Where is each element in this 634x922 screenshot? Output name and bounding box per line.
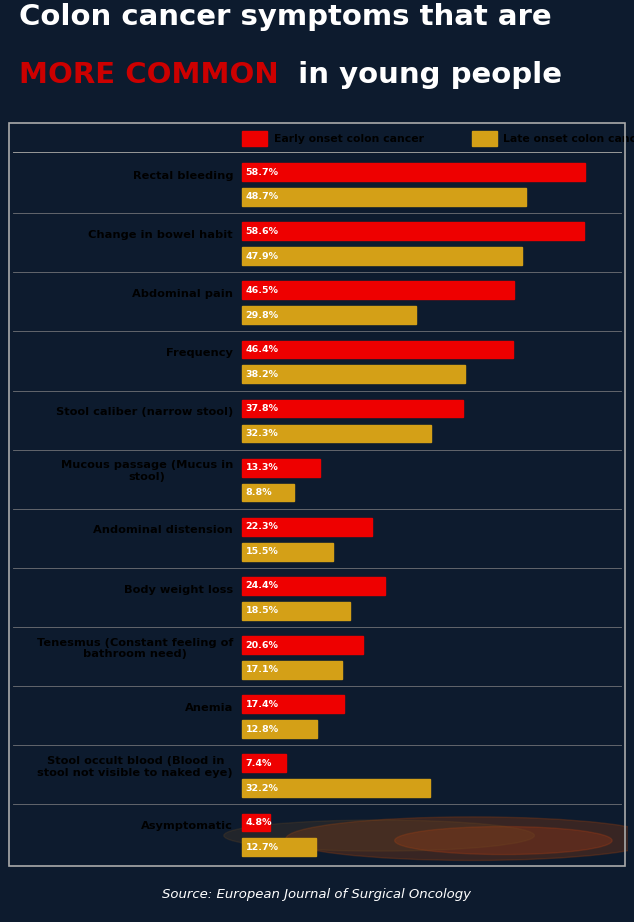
Bar — [242, 484, 294, 502]
Text: Asymptomatic: Asymptomatic — [141, 821, 233, 831]
Text: 13.3%: 13.3% — [245, 463, 278, 472]
Bar — [242, 163, 585, 181]
Bar — [242, 720, 317, 738]
Text: 58.6%: 58.6% — [245, 227, 278, 236]
Text: Stool caliber (narrow stool): Stool caliber (narrow stool) — [56, 408, 233, 417]
Bar — [242, 754, 285, 773]
Text: 32.2%: 32.2% — [245, 784, 278, 793]
Bar — [242, 661, 342, 679]
Bar — [242, 577, 385, 595]
Text: in young people: in young people — [288, 61, 562, 89]
Bar — [242, 518, 372, 536]
Text: 17.4%: 17.4% — [245, 700, 278, 709]
Text: 8.8%: 8.8% — [245, 488, 272, 497]
Bar — [242, 459, 320, 477]
Text: Change in bowel habit: Change in bowel habit — [89, 230, 233, 240]
Bar — [472, 131, 497, 147]
Text: Stool occult blood (Blood in
stool not visible to naked eye): Stool occult blood (Blood in stool not v… — [37, 756, 233, 777]
Bar — [242, 188, 526, 206]
Bar — [242, 695, 344, 713]
Bar — [242, 400, 463, 418]
Text: Early onset colon cancer: Early onset colon cancer — [273, 134, 424, 144]
Bar — [242, 340, 513, 359]
Text: 29.8%: 29.8% — [245, 311, 279, 320]
Text: Late onset colon cancer: Late onset colon cancer — [503, 134, 634, 144]
Bar — [242, 247, 522, 265]
Text: 12.8%: 12.8% — [245, 725, 279, 734]
Bar — [242, 602, 351, 620]
Text: 18.5%: 18.5% — [245, 607, 278, 615]
Bar — [242, 281, 514, 300]
Text: Mucous passage (Mucus in
stool): Mucous passage (Mucus in stool) — [61, 460, 233, 482]
Text: 48.7%: 48.7% — [245, 193, 279, 201]
Text: 24.4%: 24.4% — [245, 582, 278, 590]
Text: 20.6%: 20.6% — [245, 641, 278, 650]
Text: 38.2%: 38.2% — [245, 370, 278, 379]
Text: 22.3%: 22.3% — [245, 523, 278, 531]
Text: Anemia: Anemia — [184, 703, 233, 713]
Text: 7.4%: 7.4% — [245, 759, 272, 768]
Bar — [242, 222, 584, 240]
Bar — [242, 365, 465, 384]
Text: Abdominal pain: Abdominal pain — [132, 289, 233, 299]
Text: Colon cancer symptoms that are: Colon cancer symptoms that are — [19, 4, 552, 31]
Bar — [242, 636, 363, 654]
Bar — [242, 838, 316, 857]
Bar — [242, 306, 416, 324]
Bar — [242, 813, 271, 832]
Ellipse shape — [224, 820, 534, 851]
Bar — [242, 131, 268, 147]
Bar — [242, 779, 430, 797]
Text: Rectal bleeding: Rectal bleeding — [133, 171, 233, 181]
Text: 58.7%: 58.7% — [245, 168, 278, 177]
Text: 32.3%: 32.3% — [245, 429, 278, 438]
Text: 46.5%: 46.5% — [245, 286, 278, 295]
Ellipse shape — [394, 826, 612, 855]
Text: Source: European Journal of Surgical Oncology: Source: European Journal of Surgical Onc… — [162, 888, 472, 901]
Ellipse shape — [286, 817, 634, 860]
Text: Body weight loss: Body weight loss — [124, 585, 233, 595]
Bar — [242, 424, 430, 443]
Text: 12.7%: 12.7% — [245, 843, 278, 852]
Text: MORE COMMON: MORE COMMON — [19, 61, 279, 89]
Text: 17.1%: 17.1% — [245, 666, 278, 674]
Text: 46.4%: 46.4% — [245, 345, 278, 354]
Text: 4.8%: 4.8% — [245, 818, 272, 827]
Text: Frequency: Frequency — [166, 348, 233, 358]
Bar — [242, 543, 333, 561]
Text: 15.5%: 15.5% — [245, 547, 278, 556]
Text: 37.8%: 37.8% — [245, 404, 278, 413]
Text: Tenesmus (Constant feeling of
bathroom need): Tenesmus (Constant feeling of bathroom n… — [37, 638, 233, 659]
Text: 47.9%: 47.9% — [245, 252, 278, 261]
Text: Andominal distension: Andominal distension — [93, 526, 233, 536]
